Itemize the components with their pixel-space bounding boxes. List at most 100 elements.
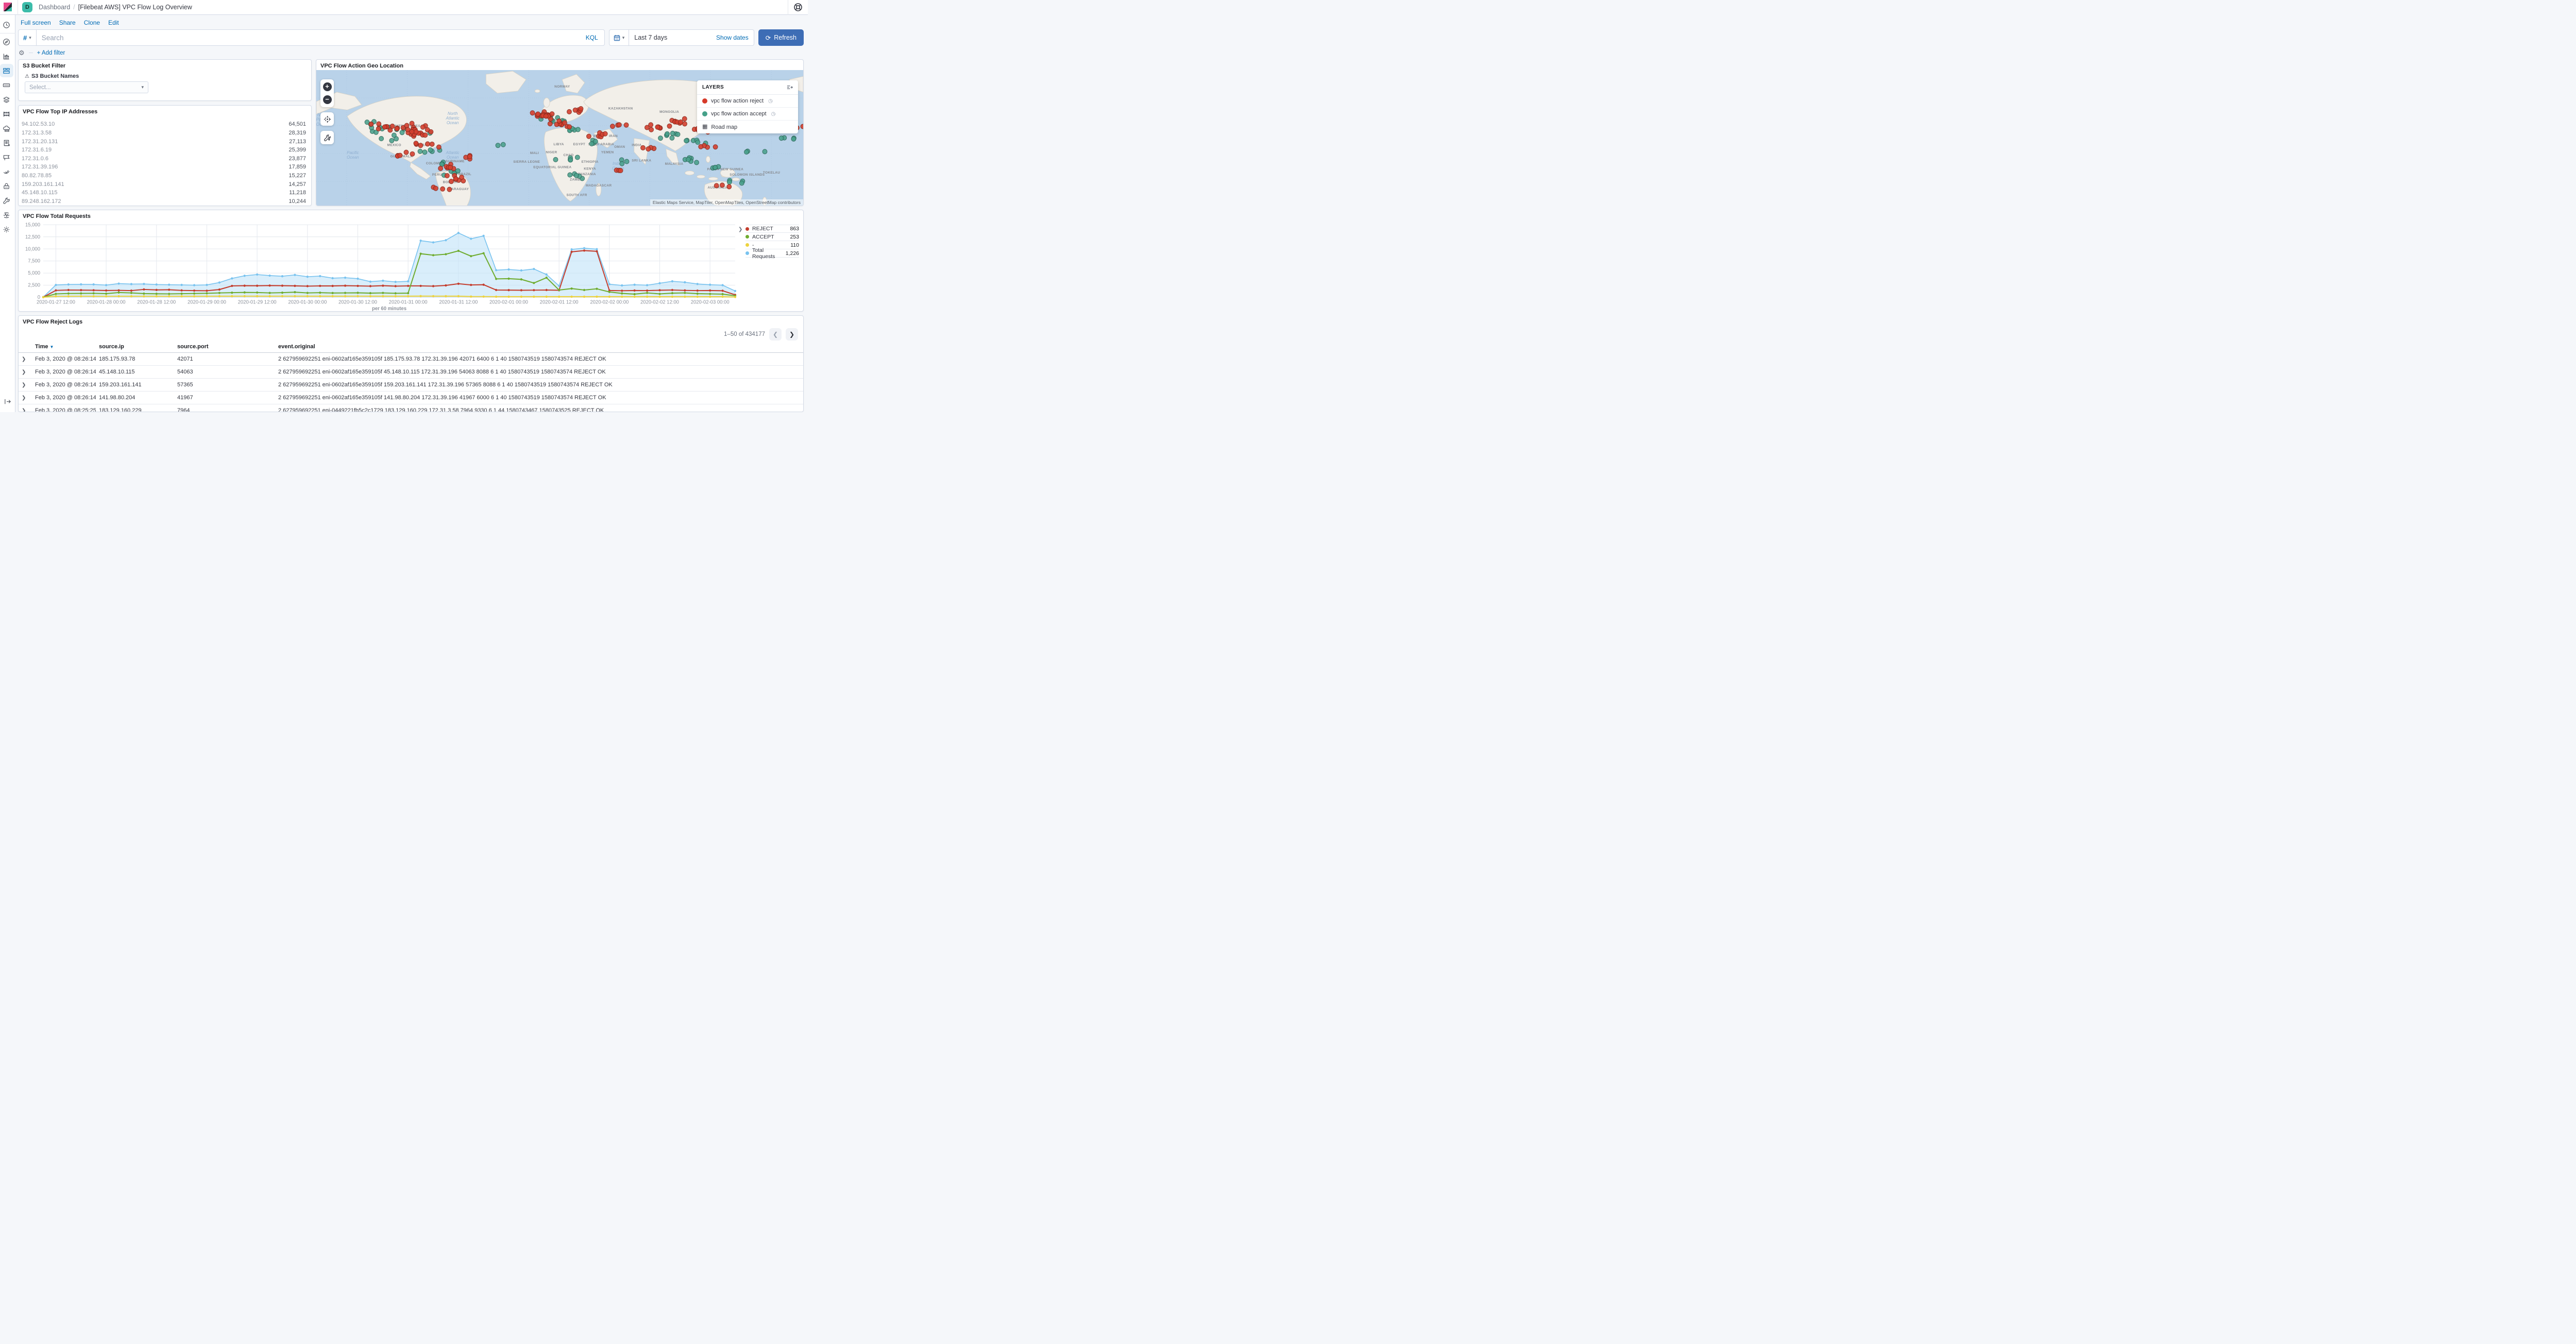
column-header-source-port[interactable]: source.port [174,342,275,353]
column-header-event-original[interactable]: event.original [275,342,803,353]
pagination-next-button[interactable]: ❯ [786,328,798,341]
ip-value: 11,218 [289,190,306,196]
menu-full-screen[interactable]: Full screen [21,19,51,26]
legend-row-total-requests[interactable]: Total Requests 1,226 [745,247,799,260]
sidebar-item-dashboard[interactable] [0,64,13,77]
ip-bar-row: 89.248.162.172 10,244 [22,197,306,206]
sidebar-item-recently-viewed[interactable] [0,18,13,31]
collapse-nav-icon[interactable] [1,395,14,408]
page-title: [Filebeat AWS] VPC Flow Log Overview [78,4,192,11]
kibana-logo-icon[interactable] [3,3,12,12]
table-row[interactable]: ❯ Feb 3, 2020 @ 08:25:25.000183.129.160.2… [19,404,803,412]
legend-label: REJECT [752,226,773,232]
ip-bar-row: 80.82.78.85 15,227 [22,172,306,180]
menu-share[interactable]: Share [59,19,76,26]
show-dates-button[interactable]: Show dates [716,34,749,41]
sidebar-item-apm[interactable] [0,150,13,164]
region-label: PERU [432,173,442,177]
sidebar-item-uptime[interactable] [0,165,13,178]
expand-row-icon[interactable]: ❯ [22,382,26,388]
ip-label: 94.102.53.10 [22,121,55,128]
map-set-view-button[interactable] [320,112,334,126]
sidebar-item-metrics[interactable] [0,122,13,135]
query-language-button[interactable]: KQL [585,34,598,41]
calendar-menu-button[interactable]: ▾ [609,30,630,45]
sidebar-item-dev-tools[interactable] [0,194,13,207]
s3-bucket-select[interactable]: Select... ▾ [25,81,148,93]
expand-row-icon[interactable]: ❯ [22,369,26,375]
sidebar-item-machine-learning[interactable] [0,107,13,121]
map-zoom-out-button[interactable]: − [323,95,332,104]
add-filter-button[interactable]: + Add filter [37,49,65,56]
filter-settings-gear-icon[interactable]: ⚙ [19,49,25,57]
map-zoom-in-button[interactable]: + [323,82,332,91]
expand-row-icon[interactable]: ❯ [22,395,26,401]
help-icon[interactable] [793,3,803,12]
table-row[interactable]: ❯ Feb 3, 2020 @ 08:26:14.000141.98.80.204… [19,391,803,404]
menu-clone[interactable]: Clone [83,19,100,26]
table-row[interactable]: ❯ Feb 3, 2020 @ 08:26:14.00045.148.10.115… [19,365,803,379]
sidebar-item-logs[interactable] [0,136,13,149]
bar-track [64,130,277,136]
x-axis-tick: 2020-02-01 00:00 [489,299,528,305]
sidebar-item-canvas[interactable] [0,78,13,92]
layer-row-vpc-flow-action-accept[interactable]: vpc flow action accept ◷ [697,108,798,121]
x-axis-tick: 2020-01-27 12:00 [37,299,75,305]
layer-row-vpc-flow-action-reject[interactable]: vpc flow action reject ◷ [697,95,798,108]
expand-row-icon[interactable]: ❯ [22,408,26,412]
sidebar-item-stack-monitoring[interactable] [0,208,13,222]
cell-source-ip: 159.203.161.141 [96,378,174,392]
legend-row-accept[interactable]: ACCEPT 253 [745,233,799,241]
layer-row-road-map[interactable]: ▦ Road map [697,121,798,133]
cell-event-original: 2 627959692251 eni-0602af165e359105f 185… [275,352,803,366]
pagination-prev-button[interactable]: ❮ [769,328,782,341]
menu-edit[interactable]: Edit [108,19,119,26]
legend-label: Total Requests [752,247,775,260]
sidebar-item-discover[interactable] [0,35,13,48]
region-label: NORWAY [554,85,570,89]
cell-time: Feb 3, 2020 @ 08:25:25.000 [32,404,96,412]
refresh-button[interactable]: ⟳ Refresh [758,29,804,46]
bar-track [64,173,277,179]
ip-value: 27,113 [289,138,306,145]
column-header-source-ip[interactable]: source.ip [96,342,174,353]
space-badge[interactable]: D [22,2,32,12]
y-axis-tick: 15,000 [25,222,40,228]
table-row[interactable]: ❯ Feb 3, 2020 @ 08:26:14.000185.175.93.78… [19,352,803,366]
refresh-icon: ⟳ [765,34,771,42]
column-header-time[interactable]: Time ▼ [32,342,96,353]
search-input[interactable] [36,33,580,42]
sidebar-item-siem[interactable] [0,179,13,193]
ocean-label: Atlantic [446,116,460,121]
ip-value: 17,859 [289,164,306,171]
world-map[interactable]: North Atlantic Ocean Atlantic Ocean Pacific Oc… [316,70,803,206]
x-axis-tick: 2020-02-02 00:00 [590,299,629,305]
sidebar-item-visualize[interactable] [0,49,13,63]
panel-s3-bucket-filter: S3 Bucket Filter ⚠ S3 Bucket Names Selec… [18,59,312,101]
date-picker: ▾ Last 7 days Show dates [608,29,754,46]
region-label: SURINAME [446,160,465,163]
ocean-label: Pacific [347,150,359,155]
panel-title: VPC Flow Total Requests [23,213,91,219]
s3-bucket-names-label: ⚠ S3 Bucket Names [25,73,79,79]
sidebar-item-management[interactable] [0,223,13,236]
cell-event-original: 2 627959692251 eni-0602af165e359105f 45.… [275,365,803,379]
legend-row-reject[interactable]: REJECT 863 [745,225,799,233]
layers-title: LAYERS [702,84,724,90]
expand-row-icon[interactable]: ❯ [22,356,26,362]
ip-bar-row: 172.31.0.6 23,877 [22,154,306,163]
breadcrumb-separator: / [73,4,75,11]
legend-value: 1,226 [785,250,799,257]
time-series-chart: 0 2,500 5,000 7,500 10,000 12,500 15,000 2020-0… [20,222,738,312]
table-row[interactable]: ❯ Feb 3, 2020 @ 08:26:14.000159.203.161.1… [19,378,803,392]
collapse-layers-icon[interactable] [786,84,793,91]
legend-row--[interactable]: - 110 [745,241,799,249]
time-range-value[interactable]: Last 7 days [634,34,668,41]
legend-collapse-icon[interactable]: ❯ [738,227,743,232]
region-label: TOKELAU [763,171,780,175]
map-tools-button[interactable] [320,131,334,144]
sidebar-item-maps[interactable] [0,93,13,106]
breadcrumb-dashboard[interactable]: Dashboard [39,4,71,11]
ip-label: 172.31.0.6 [22,155,48,162]
saved-query-menu-button[interactable]: # ▾ [19,30,37,45]
